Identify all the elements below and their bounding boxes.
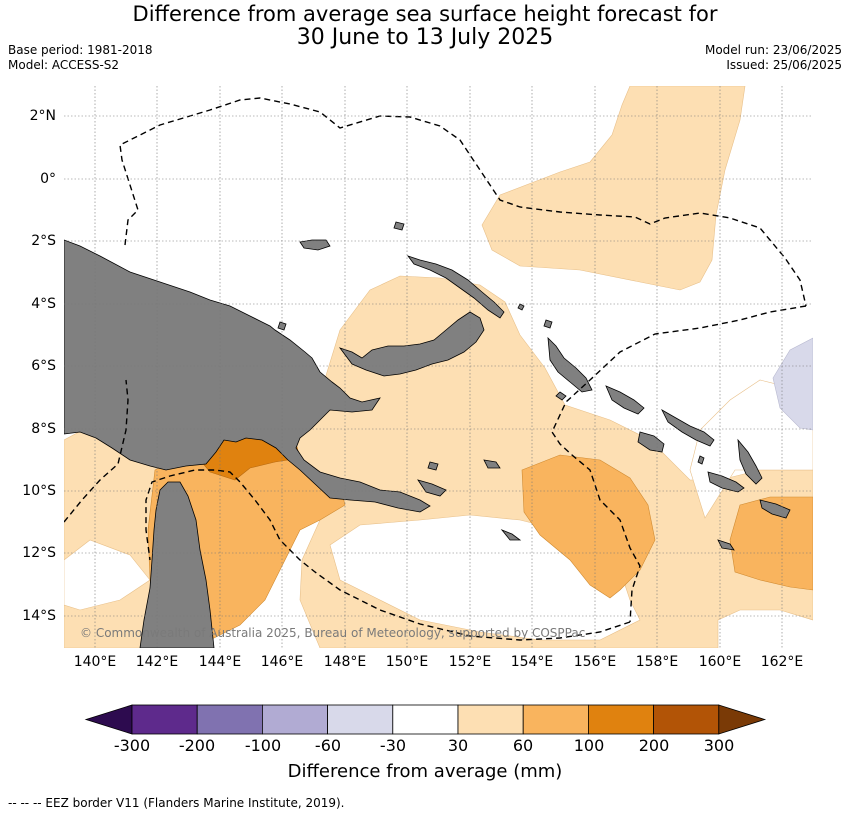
lon-label: 142°E (135, 654, 179, 670)
eez-legend-note: -- -- -- EEZ border V11 (Flanders Marine… (8, 796, 345, 810)
colorbar-tick-label: -30 (379, 736, 407, 755)
colorbar-segment (457, 704, 524, 735)
lon-label: 162°E (760, 654, 804, 670)
lon-label: 160°E (698, 654, 742, 670)
colorbar-segment (131, 704, 198, 735)
meta-left: Base period: 1981-2018 Model: ACCESS-S2 (8, 43, 153, 73)
eez-borders (64, 97, 807, 641)
base-period: Base period: 1981-2018 (8, 43, 153, 57)
colorbar-segment (522, 704, 589, 735)
guadalcanal-island (637, 431, 665, 453)
copyright-notice: © Commonwealth of Australia 2025, Bureau… (80, 626, 586, 640)
colorbar-segment (196, 704, 263, 735)
manus-island (299, 239, 331, 251)
meta-right: Model run: 23/06/2025 Issued: 25/06/2025 (705, 43, 842, 73)
lon-label: 158°E (635, 654, 679, 670)
islet-3 (427, 461, 439, 471)
eez-png-north (119, 97, 807, 307)
colorbar-segment (653, 704, 720, 735)
lat-label: 4°S (31, 296, 56, 312)
colorbar-tick-label: -60 (314, 736, 342, 755)
chart-title: Difference from average sea surface heig… (0, 2, 850, 50)
vanuatu-island (759, 499, 791, 519)
title-line-1: Difference from average sea surface heig… (132, 2, 718, 26)
colorbar (84, 704, 767, 735)
lat-label: 14°S (22, 608, 56, 624)
lon-label: 154°E (510, 654, 554, 670)
colorbar-tick-label: -100 (244, 736, 282, 755)
colorbar-segment (392, 704, 459, 735)
islet-5 (500, 529, 522, 541)
colorbar-tick-label: 200 (638, 736, 670, 755)
bougainville-island (547, 336, 593, 393)
issued-date: Issued: 25/06/2025 (726, 58, 842, 72)
choiseul-island (605, 385, 645, 415)
lon-label: 148°E (323, 654, 367, 670)
lon-label: 152°E (448, 654, 492, 670)
louisiade-island (417, 479, 447, 497)
islet-6 (277, 321, 287, 331)
colorbar-title: Difference from average (mm) (287, 761, 563, 782)
colorbar-tick-label: 60 (512, 736, 534, 755)
colorbar-extension-high (718, 704, 767, 735)
lat-label: 12°S (22, 545, 56, 561)
islet-1 (393, 221, 405, 231)
eez-south (145, 469, 631, 641)
model-name: Model: ACCESS-S2 (8, 58, 120, 72)
colorbar-segment (327, 704, 394, 735)
lat-label: 2°S (31, 233, 56, 249)
land-masses (64, 221, 791, 648)
lon-label: 144°E (198, 654, 242, 670)
islet-9 (697, 455, 705, 465)
model-run: Model run: 23/06/2025 (704, 43, 842, 57)
lat-label: 6°S (31, 358, 56, 374)
colorbar-tick-label: -200 (178, 736, 216, 755)
lat-label: 8°S (31, 421, 56, 437)
lat-label: 10°S (22, 483, 56, 499)
near-average-west (64, 539, 151, 611)
eez-png-east (551, 305, 807, 623)
lon-label: 146°E (260, 654, 304, 670)
lat-label: 2°N (29, 108, 56, 124)
colorbar-segment (261, 704, 328, 735)
colorbar-tick-label: 300 (703, 736, 735, 755)
colorbar-extension-low (84, 704, 133, 735)
islet-10 (555, 391, 567, 401)
lon-label: 150°E (385, 654, 429, 670)
title-line-2: 30 June to 13 July 2025 (296, 25, 554, 50)
anomaly-region-negative (772, 337, 813, 431)
lon-label: 140°E (73, 654, 117, 670)
anomaly-region-northeast (481, 86, 746, 291)
colorbar-tick-label: 100 (573, 736, 605, 755)
islet-7 (543, 319, 553, 329)
gridlines (64, 86, 813, 648)
new-britain-island (338, 311, 485, 377)
islet-8 (517, 303, 525, 311)
new-ireland-island (406, 255, 505, 319)
eez-west (64, 379, 129, 523)
colorbar-segment (588, 704, 655, 735)
colorbar-tick-label: -300 (113, 736, 151, 755)
islet-4 (717, 539, 735, 551)
islet-2 (483, 459, 501, 469)
cape-york-peninsula (139, 481, 215, 648)
malaita-island (737, 438, 763, 485)
colorbar-tick-label: 30 (447, 736, 469, 755)
lon-label: 156°E (573, 654, 617, 670)
map-area (64, 86, 813, 648)
santa-isabel-island (661, 408, 715, 447)
new-guinea-mainland (64, 239, 431, 513)
lat-label: 0° (40, 171, 56, 187)
makira-island (707, 471, 745, 493)
anomaly-region-east-coral (729, 496, 813, 591)
